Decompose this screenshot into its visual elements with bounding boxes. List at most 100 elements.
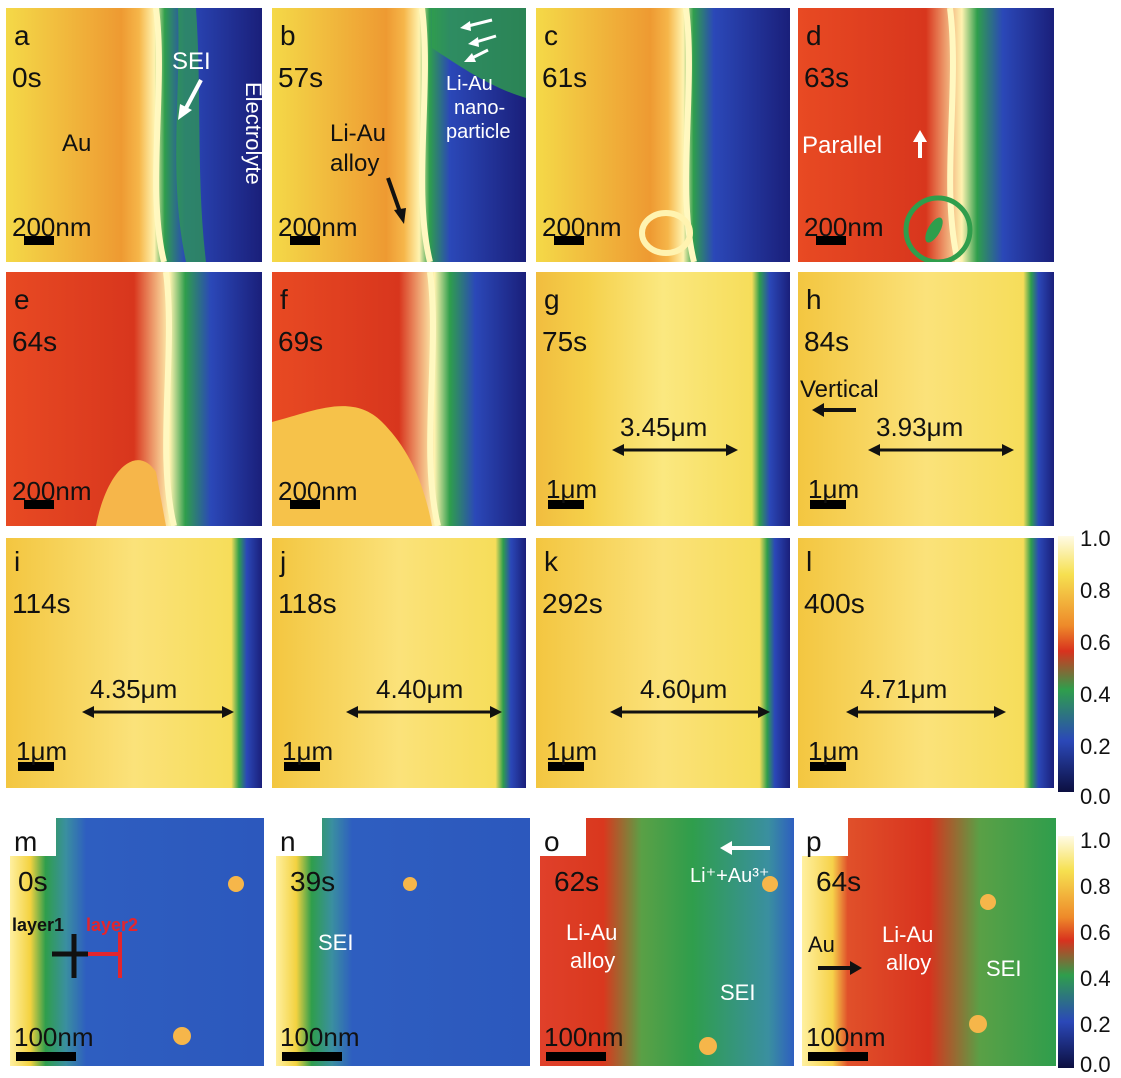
colorbar-gradient: [1058, 536, 1074, 792]
panel-i: i 114s 4.35μm 1μm: [6, 538, 262, 788]
panel-label: f: [280, 284, 288, 315]
panel-d: d 63s Parallel 200nm: [798, 8, 1054, 262]
panel-b-image: [272, 8, 526, 262]
time-label: 0s: [12, 62, 42, 93]
sei-label: SEI: [172, 48, 211, 75]
scale-label: 200nm: [12, 476, 92, 506]
colorbar-tick: 0.2: [1080, 1012, 1111, 1037]
scale-label: 100nm: [806, 1022, 886, 1052]
measure-arrow: [82, 706, 234, 718]
time-label: 84s: [804, 326, 850, 357]
panel-label: g: [544, 284, 560, 315]
colorbar-tick: 0.0: [1080, 784, 1111, 809]
panel-p: p 64s Au Li-Au alloy SEI 100nm: [802, 818, 1056, 1066]
panel-label: b: [280, 20, 296, 51]
scale-label: 1μm: [546, 736, 598, 766]
alloy-label-line2: alloy: [570, 948, 616, 973]
scale-label: 200nm: [278, 212, 358, 242]
nanoparticle-label-line2: nano-: [454, 97, 506, 119]
electrolyte-label: Electrolyte: [241, 82, 262, 185]
panel-j-image: [272, 538, 526, 788]
panel-k-image: [536, 538, 790, 788]
measure-label: 4.60μm: [640, 674, 728, 704]
sei-label: SEI: [986, 956, 1022, 981]
vertical-arrow: [812, 403, 856, 417]
ions-label: Li⁺+Au³⁺: [690, 865, 770, 887]
scale-label: 100nm: [544, 1022, 624, 1052]
scale-label: 200nm: [278, 476, 358, 506]
time-label: 63s: [804, 62, 850, 93]
panel-f: f 69s 200nm: [272, 272, 526, 526]
panel-c: c 61s 200nm: [536, 8, 790, 262]
time-label: 114s: [12, 588, 71, 619]
alloy-label-line1: Li-Au: [882, 922, 934, 947]
panel-label: k: [544, 546, 558, 577]
scale-bar: [546, 1052, 606, 1061]
label-box: [276, 818, 322, 856]
layer-markers: [52, 932, 122, 978]
panel-l-image: [798, 538, 1054, 788]
sei-arrow: [178, 79, 203, 120]
au-label: Au: [808, 932, 835, 957]
scale-label: 1μm: [282, 736, 334, 766]
scale-label: 1μm: [546, 474, 598, 504]
panel-n-image: [276, 818, 530, 1066]
measure-label: 3.45μm: [620, 412, 708, 442]
alloy-label-line1: Li-Au: [566, 920, 618, 945]
colorbar-tick: 1.0: [1080, 526, 1111, 551]
measure-arrow: [610, 706, 770, 718]
nanoparticle-arrows: [460, 18, 497, 62]
panel-j: j 118s 4.40μm 1μm: [272, 538, 526, 788]
au-label: Au: [62, 130, 92, 157]
scale-label: 1μm: [808, 736, 860, 766]
scale-bar: [548, 762, 584, 771]
nanoparticle-label-line3: particle: [446, 121, 511, 143]
panel-f-image: [272, 272, 526, 526]
measure-arrow: [346, 706, 502, 718]
label-box: [540, 818, 586, 856]
alloy-label-line1: Li-Au: [330, 120, 387, 147]
panel-g-image: [536, 272, 790, 526]
panel-p-image: [802, 818, 1056, 1066]
time-label: 39s: [290, 866, 336, 897]
alloy-label-line2: alloy: [330, 150, 380, 177]
panel-label: m: [14, 826, 38, 857]
layer1-label: layer1: [12, 915, 65, 935]
panel-label: a: [14, 20, 30, 51]
panel-label: l: [806, 546, 813, 577]
panel-a-image: [6, 8, 262, 262]
time-label: 69s: [278, 326, 324, 357]
colorbar-tick: 0.8: [1080, 874, 1111, 899]
scale-bar: [548, 500, 584, 509]
colorbar-tick: 0.6: [1080, 630, 1111, 655]
panel-label: p: [806, 826, 822, 857]
scale-bar: [290, 236, 320, 245]
panel-label: e: [14, 284, 30, 315]
scale-bar: [24, 500, 54, 509]
measure-label: 4.40μm: [376, 674, 464, 704]
panel-label: j: [280, 546, 287, 577]
layer2-label: layer2: [86, 915, 139, 935]
colorbar-tick: 0.4: [1080, 682, 1111, 707]
colorbar-bottom: [1058, 836, 1074, 1068]
panel-b: b 57s Li-Au alloy Li-Au nano- particle 2…: [272, 8, 526, 262]
panel-label: h: [806, 284, 822, 315]
scale-label: 200nm: [804, 212, 884, 242]
scale-bar: [808, 1052, 868, 1061]
alloy-arrow: [386, 177, 406, 224]
panel-label: n: [280, 826, 296, 857]
scale-bar: [816, 236, 846, 245]
panel-label: o: [544, 826, 560, 857]
colorbar-tick: 0.0: [1080, 1052, 1111, 1077]
label-box: [10, 818, 56, 856]
measure-arrow: [612, 444, 738, 456]
panel-label: i: [14, 546, 21, 577]
scale-bar: [16, 1052, 76, 1061]
label-box: [802, 818, 848, 856]
scale-label: 100nm: [14, 1022, 94, 1052]
panel-k: k 292s 4.60μm 1μm: [536, 538, 790, 788]
time-label: 75s: [542, 326, 588, 357]
parallel-label: Parallel: [802, 132, 883, 159]
panel-e: e 64s 200nm: [6, 272, 262, 526]
scale-label: 200nm: [12, 212, 92, 242]
